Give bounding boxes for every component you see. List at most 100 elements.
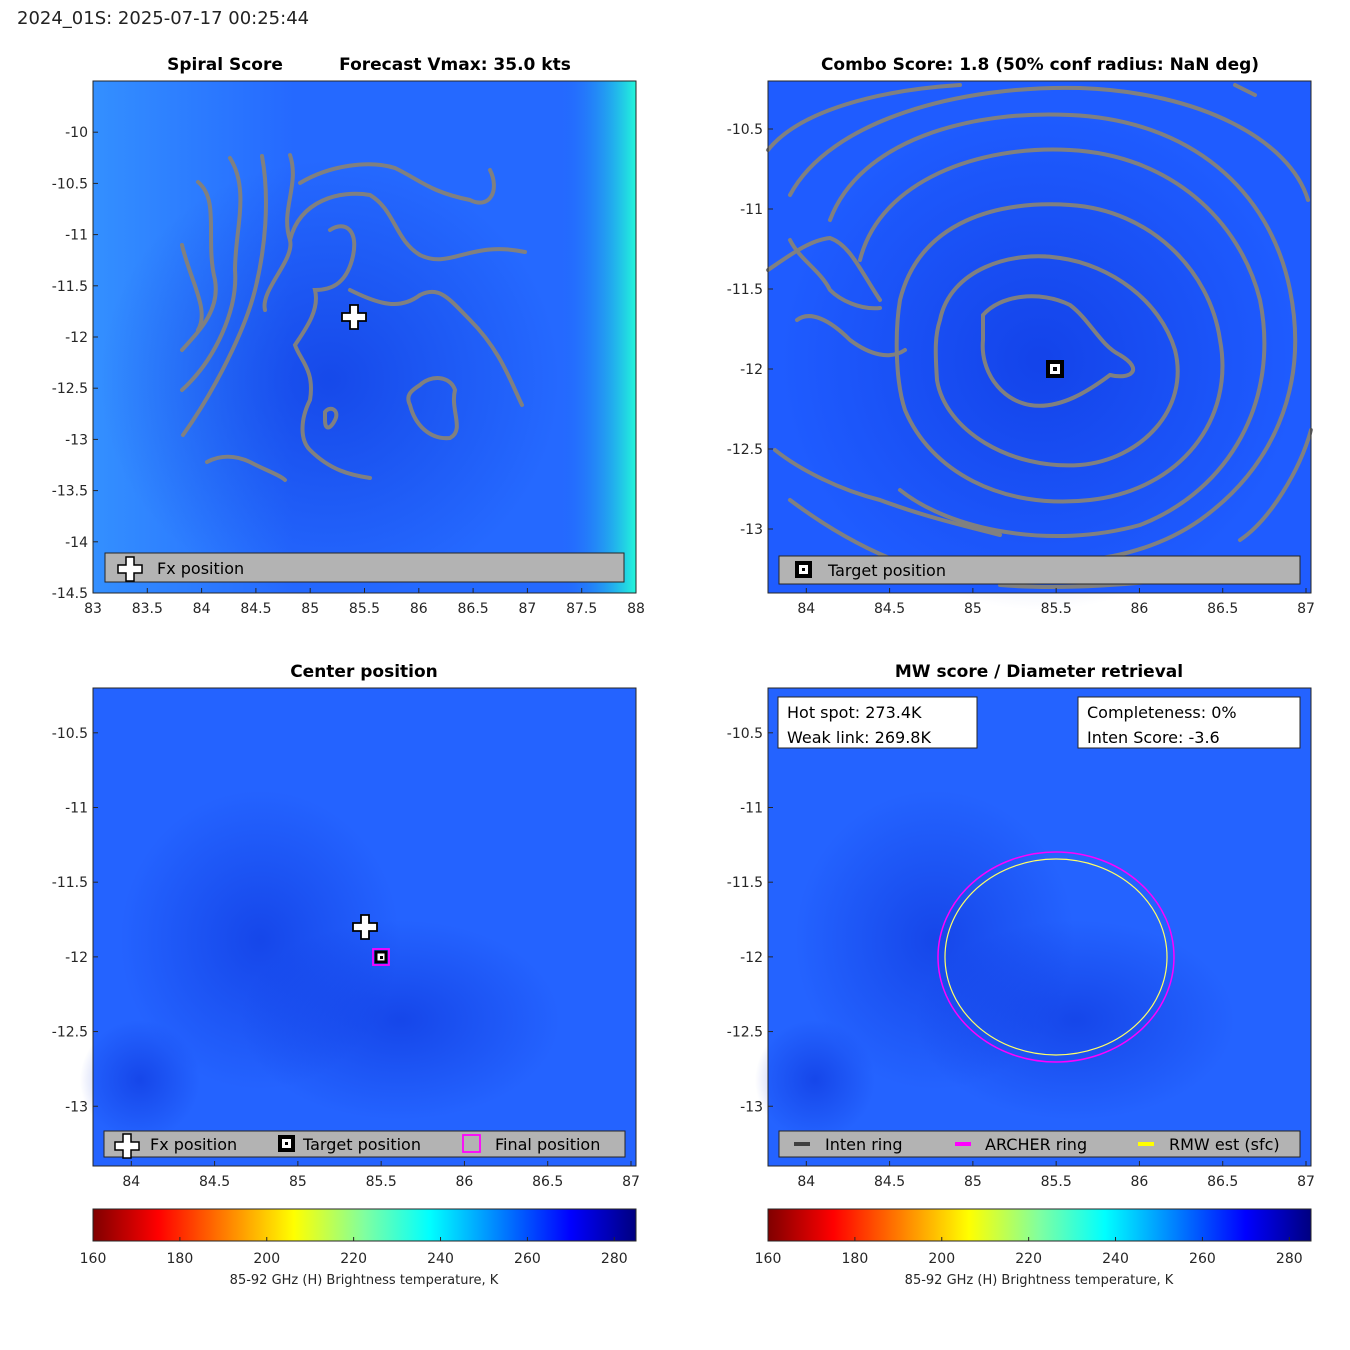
colorbar-tick-label: 260 — [1189, 1251, 1216, 1267]
y-tick-label: -11 — [740, 801, 763, 817]
colorbar-tick-label: 180 — [167, 1251, 194, 1267]
y-tick-label: -12 — [740, 950, 763, 966]
y-tick-label: -11 — [740, 202, 763, 218]
y-tick-label: -10 — [65, 125, 88, 141]
colorbar-tick-label: 160 — [755, 1251, 782, 1267]
legend-target-position: Target position — [827, 561, 946, 580]
y-tick-label: -13 — [65, 432, 88, 448]
heatmap-dark-region — [100, 160, 560, 600]
heatmap-dark-region — [240, 920, 560, 1120]
colorbar-tick-label: 200 — [253, 1251, 280, 1267]
legend-archer-ring: ARCHER ring — [985, 1135, 1087, 1154]
colorbar-gradient — [767, 1208, 1312, 1242]
y-tick-label: -11.5 — [727, 282, 763, 298]
legend-inten-ring: Inten ring — [825, 1135, 903, 1154]
colorbar-tick-label: 160 — [80, 1251, 107, 1267]
heatmap-dark-region — [80, 1020, 200, 1140]
info-box-right: Completeness: 0% Inten Score: -3.6 — [1077, 696, 1301, 749]
y-tick-label: -10.5 — [52, 176, 88, 192]
x-tick-label: 86 — [410, 601, 428, 617]
y-tick-label: -14 — [65, 535, 88, 551]
plus-marker-icon — [117, 556, 143, 582]
axes-frame — [92, 687, 637, 1167]
final-position-marker — [372, 948, 390, 966]
axes-frame — [767, 80, 1312, 594]
panel-title-left: Spiral Score — [167, 55, 283, 75]
panel-center-position: Center position Fx position Target posit… — [52, 662, 640, 1190]
x-tick-label: 84 — [797, 1174, 815, 1190]
target-position-marker — [374, 950, 388, 964]
y-tick-label: -11.5 — [52, 279, 88, 295]
plus-marker-icon — [114, 1133, 140, 1159]
x-tick-label: 84.5 — [199, 1174, 230, 1190]
rmw-est-ring — [944, 858, 1168, 1056]
x-tick-label: 86 — [1131, 601, 1149, 617]
panel-title: Center position — [290, 662, 438, 682]
x-tick-label: 84 — [193, 601, 211, 617]
fx-position-marker — [341, 304, 367, 330]
axis-ticks: 84 84.5 85 85.5 86 86.5 87 -10.5 -11 -11.5 -12 -12.… — [727, 726, 1315, 1190]
legend-box: Target position — [778, 555, 1301, 585]
x-tick-label: 85 — [301, 601, 319, 617]
heatmap-dark-region — [915, 920, 1235, 1120]
target-position-marker — [1046, 360, 1064, 378]
y-tick-label: -12.5 — [52, 381, 88, 397]
x-tick-label: 87 — [1297, 601, 1315, 617]
legend-box: Fx position Target position Final positi… — [103, 1130, 626, 1159]
x-tick-label: 86.5 — [458, 601, 489, 617]
legend-fx-position: Fx position — [150, 1135, 237, 1154]
axis-ticks: 84 84.5 85 85.5 86 86.5 87 -10.5 -11 -11.5 -12 -12.… — [727, 122, 1315, 617]
x-tick-label: 87 — [518, 601, 536, 617]
colorbar-tick-label: 200 — [928, 1251, 955, 1267]
panel-mw-score: MW score / Diameter retrieval Hot spot: … — [727, 662, 1315, 1190]
y-tick-label: -14.5 — [52, 586, 88, 602]
x-tick-label: 85.5 — [1041, 601, 1072, 617]
panel-spiral-score: Spiral Score Forecast Vmax: 35.0 kts — [52, 55, 645, 617]
y-tick-label: -11 — [65, 228, 88, 244]
panel-title-right: Forecast Vmax: 35.0 kts — [339, 55, 571, 75]
completeness-text: Completeness: 0% — [1087, 703, 1237, 722]
colorbar-ticks: 160 180 200 220 240 260 280 — [755, 1237, 1303, 1267]
legend-box: Fx position — [104, 552, 625, 583]
colorbar-tick-label: 220 — [340, 1251, 367, 1267]
heatmap-warm-edge — [560, 81, 636, 593]
hot-spot-text: Hot spot: 273.4K — [787, 703, 922, 722]
panel-combo-score: Combo Score: 1.8 (50% conf radius: NaN d… — [727, 55, 1315, 617]
colorbar-tick-label: 280 — [1276, 1251, 1303, 1267]
colorbar-tick-label: 220 — [1015, 1251, 1042, 1267]
x-tick-label: 85.5 — [349, 601, 380, 617]
square-dot-marker-icon — [278, 1135, 295, 1152]
y-tick-label: -13 — [740, 522, 763, 538]
y-tick-label: -10.5 — [52, 726, 88, 742]
magenta-square-marker-icon — [462, 1134, 481, 1153]
x-tick-label: 85.5 — [366, 1174, 397, 1190]
y-tick-label: -12.5 — [727, 442, 763, 458]
x-tick-label: 85 — [289, 1174, 307, 1190]
colorbar-label: 85-92 GHz (H) Brightness temperature, K — [905, 1273, 1174, 1288]
square-dot-marker-icon — [795, 561, 812, 578]
y-tick-label: -10.5 — [727, 122, 763, 138]
info-box-left: Hot spot: 273.4K Weak link: 269.8K — [777, 696, 978, 749]
x-tick-label: 84 — [122, 1174, 140, 1190]
y-tick-label: -12.5 — [52, 1025, 88, 1041]
colorbar-right: 160 180 200 220 240 260 280 85-92 GHz (H) Brig… — [755, 1208, 1312, 1288]
y-tick-label: -12.5 — [727, 1025, 763, 1041]
x-tick-label: 85 — [964, 1174, 982, 1190]
y-tick-label: -12 — [65, 950, 88, 966]
axis-ticks: 84 84.5 85 85.5 86 86.5 87 -10.5 -11 -11.5 -12 -12.… — [52, 726, 640, 1190]
axis-ticks: 83 83.5 84 84.5 85 85.5 86 86.5 87 87.5 88 -10 -10.5… — [52, 125, 645, 617]
page-title: 2024_01S: 2025-07-17 00:25:44 — [17, 8, 310, 29]
inten-score-text: Inten Score: -3.6 — [1087, 728, 1220, 747]
heatmap-dark-region — [780, 110, 1300, 610]
colorbar-tick-label: 260 — [514, 1251, 541, 1267]
colorbar-tick-label: 240 — [1102, 1251, 1129, 1267]
x-tick-label: 84.5 — [874, 1174, 905, 1190]
x-tick-label: 84.5 — [874, 601, 905, 617]
colorbar-gradient — [92, 1208, 637, 1242]
weak-link-text: Weak link: 269.8K — [787, 728, 931, 747]
x-tick-label: 86.5 — [1207, 601, 1238, 617]
colorbar-tick-label: 280 — [601, 1251, 628, 1267]
colorbar-tick-label: 180 — [842, 1251, 869, 1267]
fx-position-marker — [352, 914, 378, 940]
